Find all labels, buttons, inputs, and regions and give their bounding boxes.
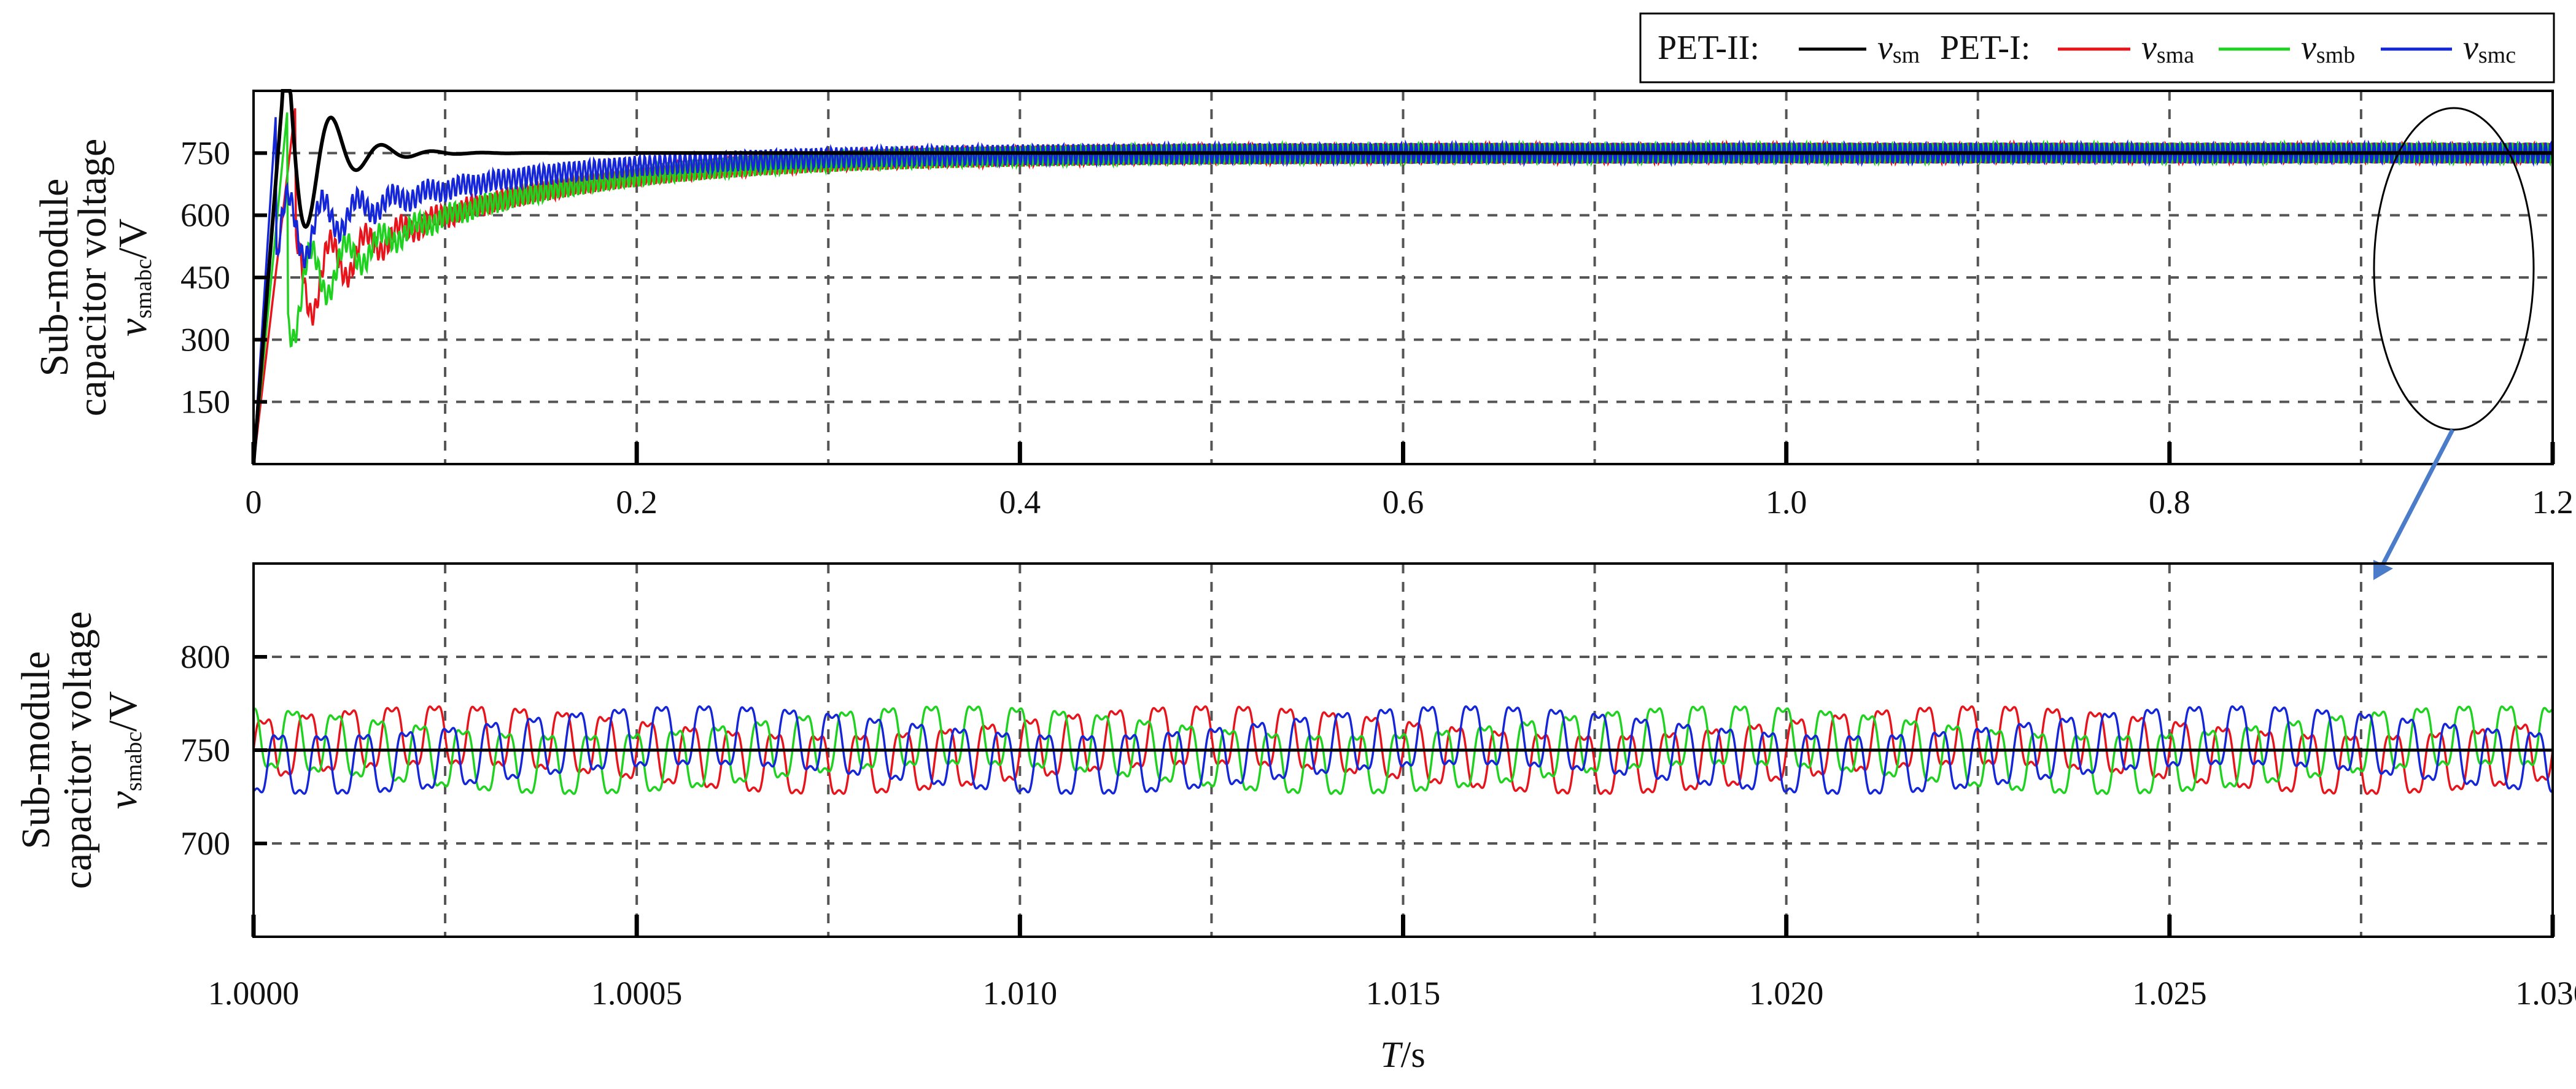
legend-pet2-label: PET-II: (1658, 29, 1759, 67)
legend-label-vsmb: vsmb (2301, 29, 2355, 68)
bottom-xlabel: T/s (1380, 1034, 1425, 1075)
top-ticks: 150 300 450 600 750 0 0.2 0.4 0.6 1.0 0.8 1.2 (180, 134, 2574, 521)
x-tick-label: 1.2 (2532, 484, 2574, 521)
x-tick-label: 1.0000 (208, 975, 300, 1012)
top-panel: 150 300 450 600 750 0 0.2 0.4 0.6 1.0 0.8 1.2 Sub-m… (32, 89, 2574, 580)
series-line-smb (252, 705, 2554, 795)
x-tick-label: 1.015 (1366, 975, 1441, 1012)
x-tick-label: 1.025 (2132, 975, 2207, 1012)
series-line-smc (252, 705, 2554, 795)
series-line-smc (252, 117, 2554, 465)
bottom-ylabel-symbol: vsmabc/V (101, 691, 147, 809)
x-tick-label: 1.030 (2515, 975, 2576, 1012)
legend: PET-II: vsm PET-I: vsma vsmb vsmc (1639, 12, 2555, 83)
legend-pet1-label: PET-I: (1940, 29, 2030, 67)
top-ylabel-symbol: vsmabc/V (111, 219, 157, 336)
x-tick-label: 1.0 (1766, 484, 1807, 521)
y-tick-label: 300 (180, 321, 230, 358)
zoom-region-ellipse (2373, 107, 2535, 431)
bottom-series (252, 705, 2554, 796)
x-tick-label: 0 (246, 484, 262, 521)
x-tick-label: 0.8 (2149, 484, 2190, 521)
y-tick-label: 450 (180, 259, 230, 296)
y-tick-label: 750 (180, 134, 230, 171)
y-tick-label: 800 (180, 638, 230, 675)
y-tick-label: 750 (180, 732, 230, 769)
x-tick-label: 0.4 (999, 484, 1041, 521)
series-line-pet2 (252, 89, 2553, 465)
x-tick-label: 0.2 (616, 484, 658, 521)
bottom-ylabel-line1: Sub-module (14, 651, 58, 850)
y-tick-label: 150 (180, 384, 230, 420)
x-tick-label: 1.0005 (591, 975, 683, 1012)
x-tick-label: 1.020 (1749, 975, 1824, 1012)
top-ylabel-line2: capacitor voltage (70, 139, 115, 417)
top-series (252, 89, 2554, 465)
zoom-arrow (2378, 428, 2455, 570)
bottom-ylabel-line2: capacitor voltage (55, 611, 100, 889)
bottom-panel: 700 750 800 1.0000 1.0005 1.010 1.015 1.020 1.02… (14, 562, 2576, 1075)
legend-label-vsmc: vsmc (2463, 29, 2516, 68)
bottom-ticks: 700 750 800 1.0000 1.0005 1.010 1.015 1.020 1.02… (180, 638, 2576, 1012)
zoom-arrow-head (2373, 560, 2393, 580)
y-tick-label: 700 (180, 825, 230, 862)
legend-label-vsma: vsma (2141, 29, 2194, 68)
legend-label-vsm: vsm (1877, 29, 1920, 68)
top-ylabel-line1: Sub-module (32, 179, 77, 377)
x-tick-label: 0.6 (1383, 484, 1424, 521)
x-tick-label: 1.010 (983, 975, 1058, 1012)
y-tick-label: 600 (180, 197, 230, 234)
